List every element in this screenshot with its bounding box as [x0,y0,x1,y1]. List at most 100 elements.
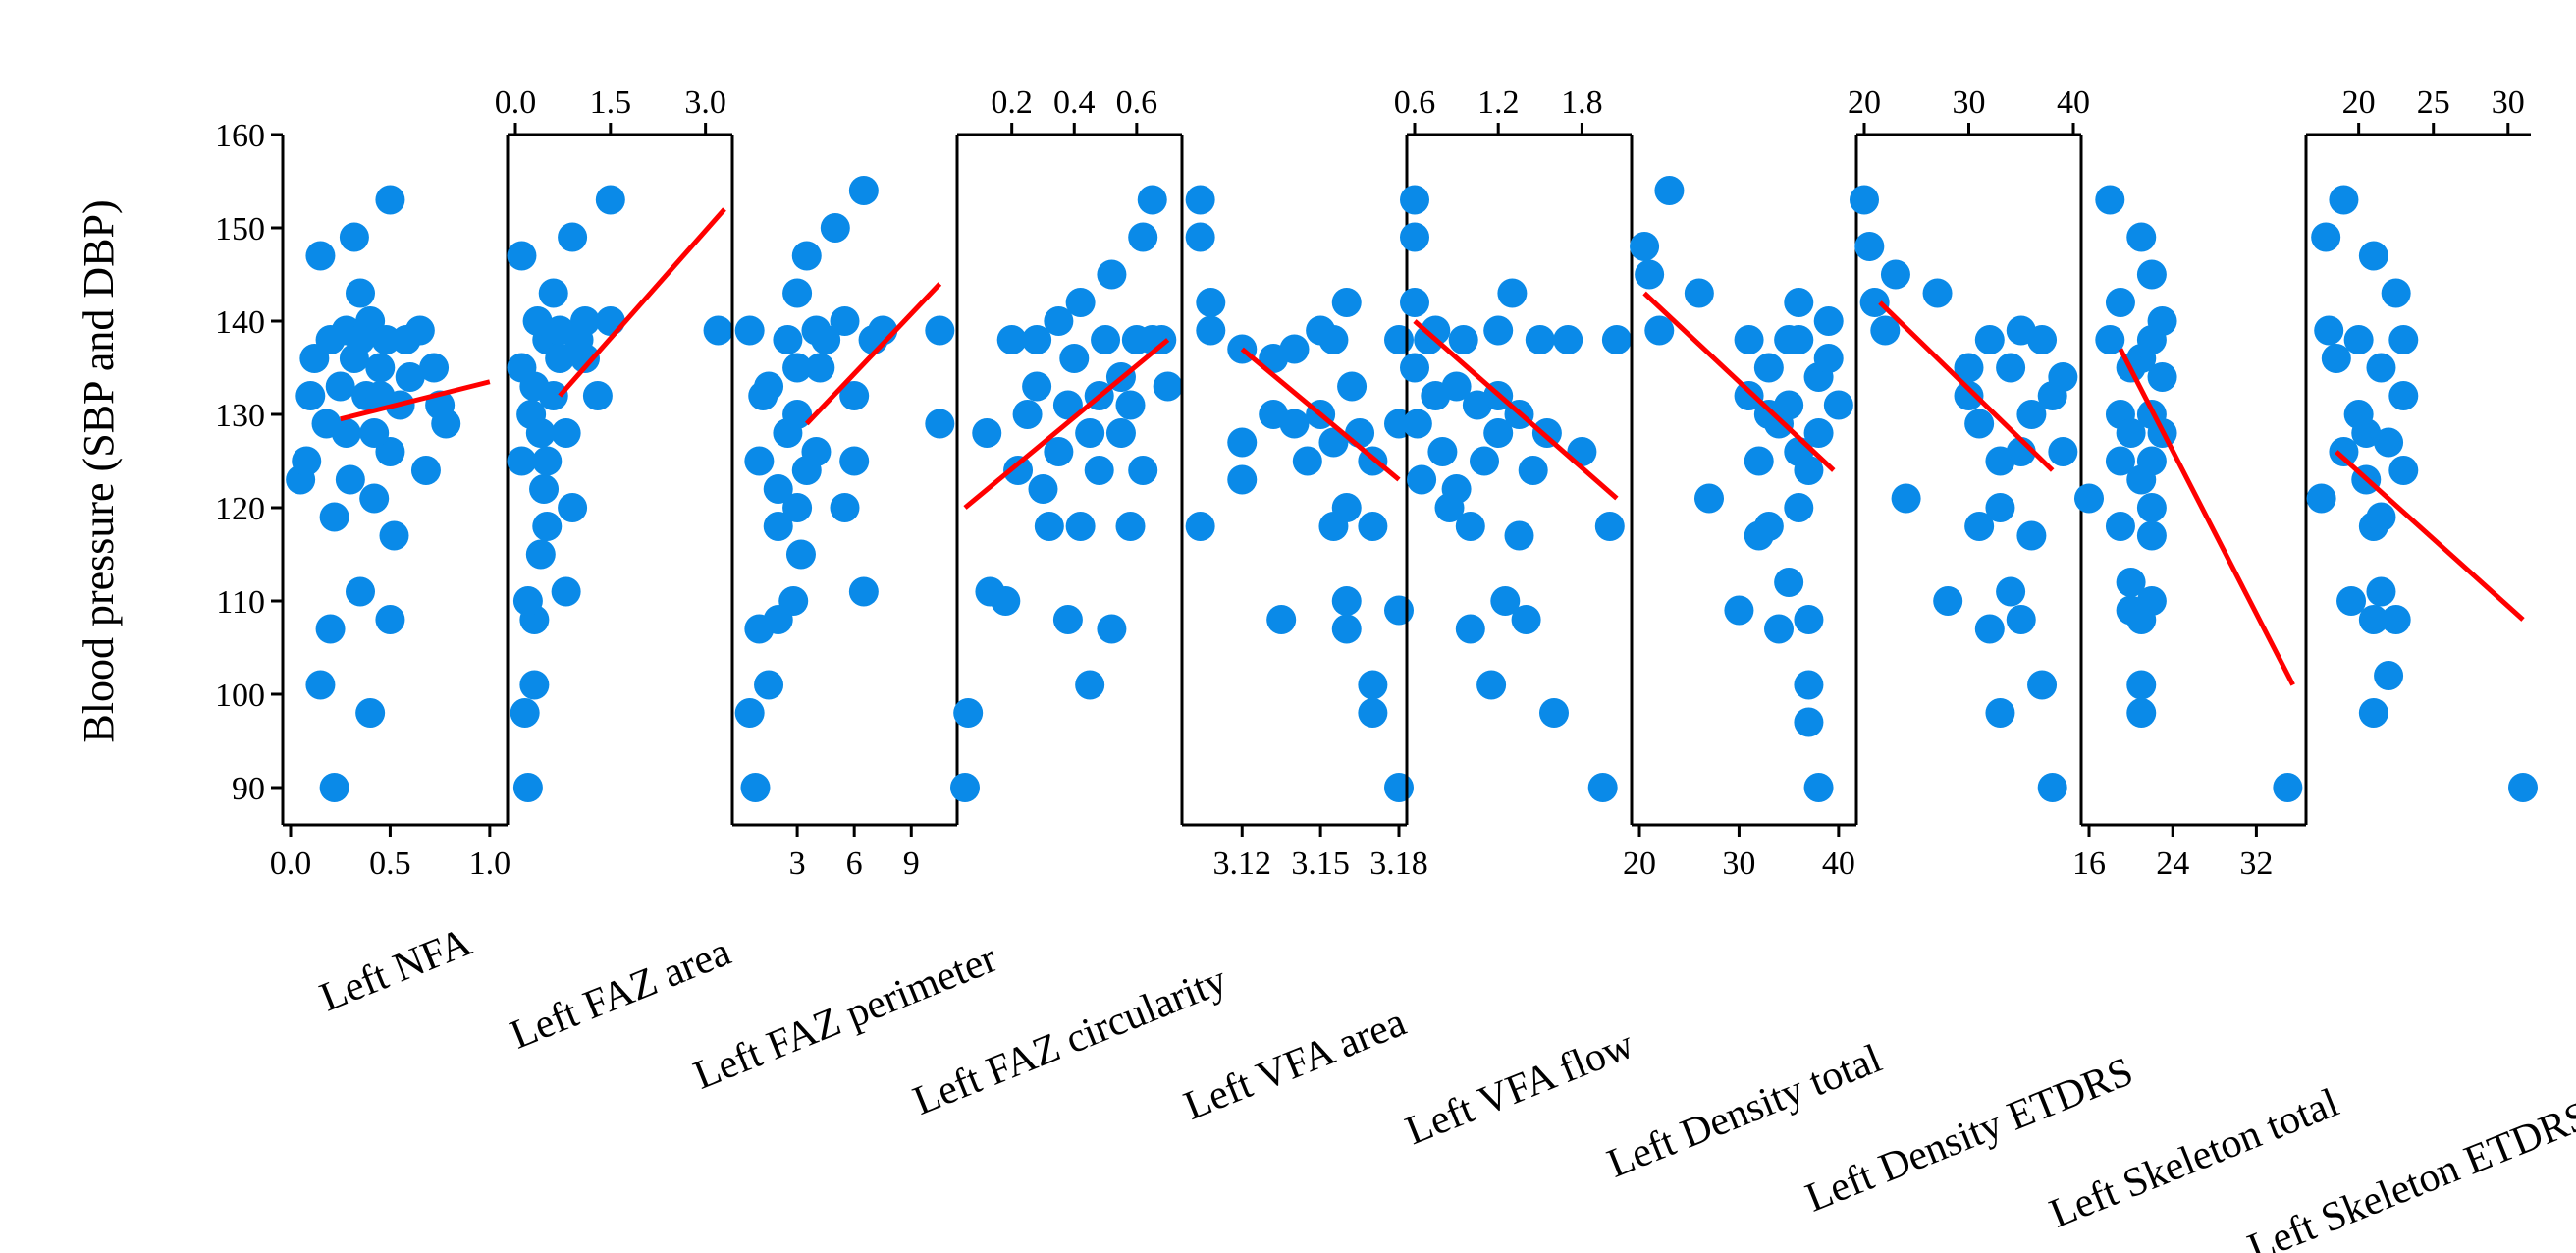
data-point [507,446,537,476]
data-point [1803,418,1834,448]
data-point [1185,185,1215,215]
data-point [1065,512,1096,541]
data-point [2273,773,2303,802]
data-point [346,576,375,607]
data-point [2329,437,2359,466]
data-point [925,315,955,346]
data-point [551,576,581,607]
trend-line [804,282,942,426]
data-point [1105,418,1136,448]
data-point [1402,409,1432,439]
data-point [1996,576,2026,607]
data-point [319,773,349,802]
data-point [1954,353,1984,383]
data-point [1034,512,1064,541]
data-point [1684,278,1714,308]
data-point [2136,493,2167,522]
data-point [1784,325,1814,354]
data-point [2311,222,2341,252]
y-tick-label: 160 [215,118,265,154]
data-point [1567,437,1597,466]
data-point [1813,344,1844,373]
data-point [1147,325,1177,354]
data-point [1539,698,1569,728]
data-point [2037,773,2067,802]
data-point [335,464,365,495]
data-point [740,773,771,802]
data-point [355,698,386,728]
data-point [1400,222,1429,252]
data-point [292,446,322,476]
data-point [1044,306,1074,336]
x-tick-label: 16 [2072,845,2106,882]
x-tick-label: 24 [2156,845,2189,882]
data-point [1974,614,2005,644]
data-point [1400,353,1429,383]
data-point [778,586,809,616]
data-point [1490,586,1521,616]
data-point [2105,288,2135,317]
data-point [996,325,1027,354]
data-point [582,381,613,410]
data-point [1504,520,1534,551]
data-point [2105,512,2135,541]
x-tick-label: 1.0 [469,845,511,882]
data-point [811,325,841,354]
data-point [1384,325,1414,354]
x-tick-label: 32 [2239,845,2273,882]
x-tick-label: 9 [903,845,920,882]
data-point [1331,586,1362,616]
data-point [1052,605,1083,634]
data-point [2381,278,2411,308]
y-tick-label: 130 [215,398,265,434]
data-point [346,325,375,354]
data-point [1803,773,1834,802]
data-point [703,315,733,346]
data-point [1525,325,1555,354]
y-tick-label: 140 [215,304,265,341]
data-point [830,306,860,336]
data-point [1137,185,1167,215]
data-point [782,278,813,308]
trend-line [558,207,726,398]
data-point [1964,409,1995,439]
data-point [1441,474,1472,504]
data-point [510,698,540,728]
data-point [972,418,1002,448]
data-point [1753,512,1784,541]
data-point [1227,464,1258,495]
data-point [375,605,405,634]
data-point [1594,512,1625,541]
data-point [1075,670,1105,700]
data-point [1630,232,1660,261]
panel: 0.0 0.5 1.0 Left NFA [270,185,511,1020]
data-point [848,176,879,205]
data-point [1259,344,1289,373]
data-point [2388,381,2419,410]
data-point [379,520,409,551]
data-point [1601,325,1632,354]
data-point [1115,390,1146,420]
data-point [2358,605,2388,634]
data-point [1455,512,1485,541]
data-point [2321,344,2351,373]
data-point [1153,371,1183,402]
data-point [2374,661,2404,690]
data-point [950,773,980,802]
data-point [801,437,832,466]
data-point [1784,288,1814,317]
data-point [512,773,543,802]
data-point [1318,427,1349,458]
x-tick-label: 0.4 [1053,84,1096,121]
data-point [2027,325,2058,354]
data-point [331,418,361,448]
x-tick-label: 0.6 [1394,84,1436,121]
data-point [1587,773,1618,802]
data-point [1933,586,1963,616]
data-point [1196,288,1226,317]
data-point [522,306,553,336]
data-point [1358,670,1388,700]
data-point [1028,474,1058,504]
trend-line [1878,300,2055,472]
data-point [595,306,625,336]
